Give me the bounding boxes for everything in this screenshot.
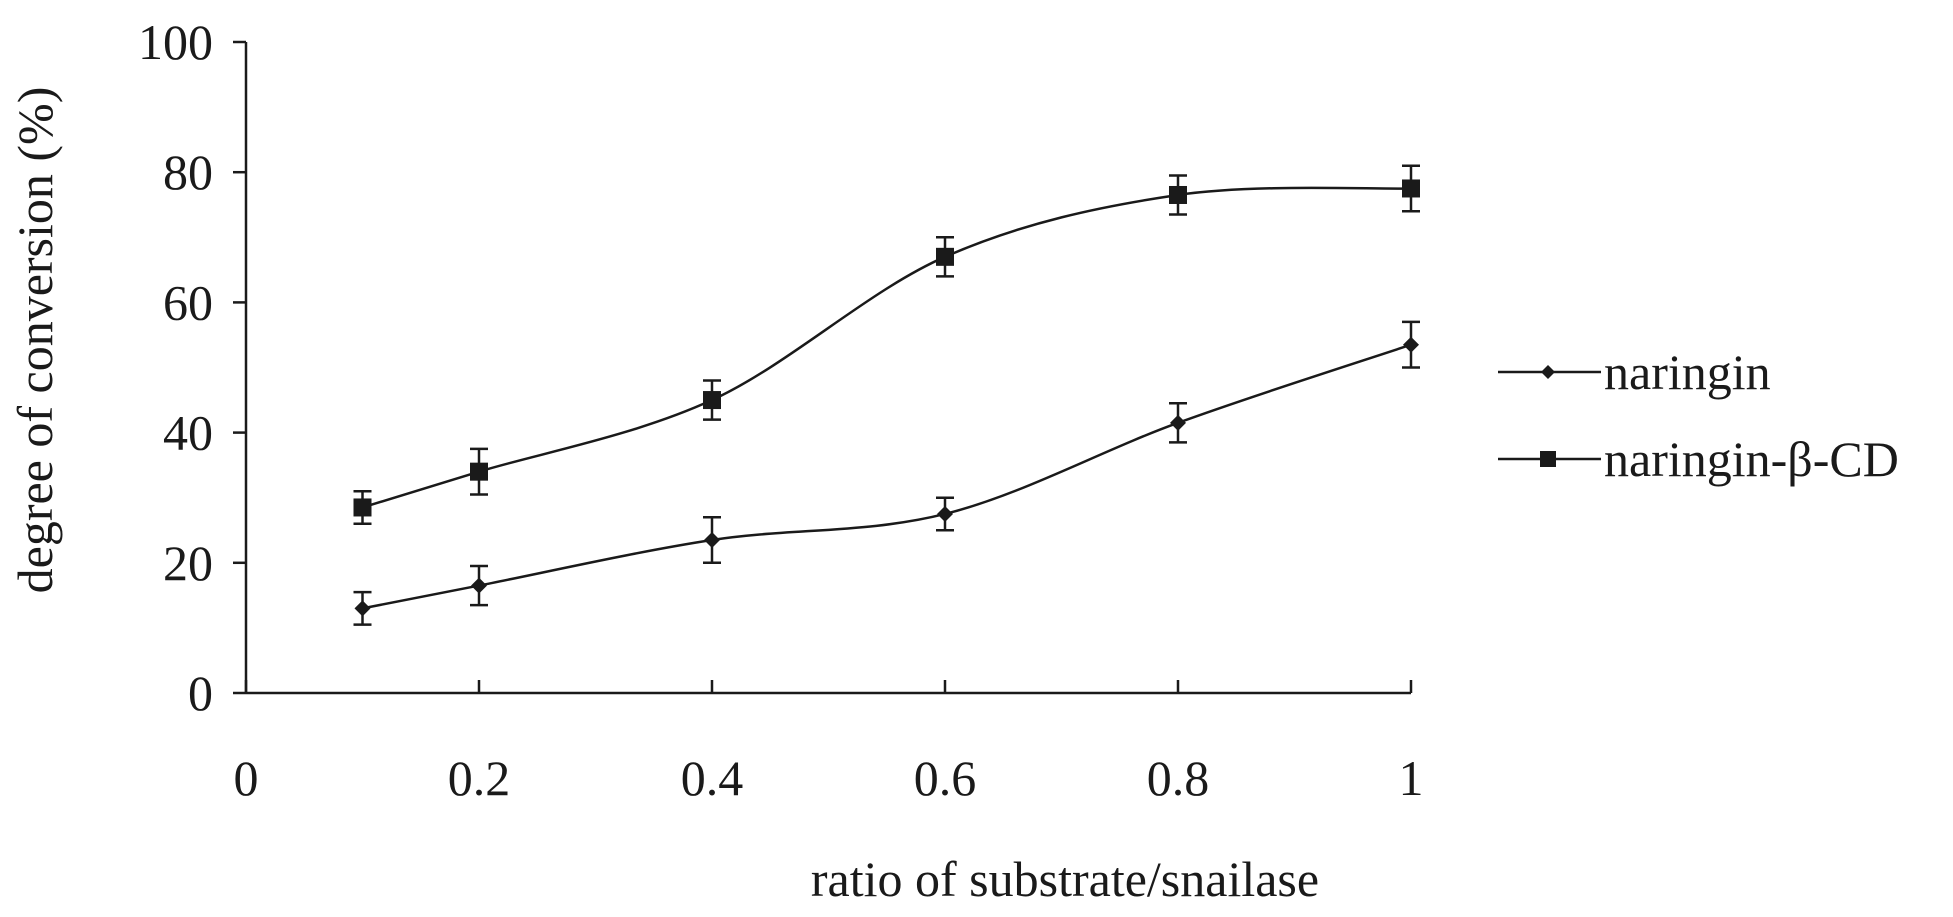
data-point-naringin-4	[1170, 414, 1186, 431]
data-point-naringin-5	[1403, 336, 1419, 353]
legend-item-naringin: naringin	[1498, 344, 1771, 400]
series-naringin	[353, 320, 1420, 626]
data-point-naringin-cd-0	[353, 498, 372, 517]
series-naringin-cd	[353, 164, 1420, 525]
data-point-naringin-cd-3	[936, 247, 954, 266]
y-tick-label-60: 60	[163, 274, 213, 330]
legend-label-naringin-beta-cd: naringin-β-CD	[1604, 431, 1899, 487]
x-ticks: 0 0.2 0.4 0.6 0.8 1	[234, 680, 1424, 806]
y-axis-title: degree of conversion (%)	[7, 87, 63, 594]
x-tick-label-0: 0	[234, 750, 259, 806]
legend-item-naringin-beta-cd: naringin-β-CD	[1498, 431, 1899, 487]
x-tick-label-0.6: 0.6	[914, 750, 977, 806]
legend-marker-naringin	[1541, 365, 1555, 379]
data-point-naringin-cd-2	[703, 391, 721, 410]
y-tick-label-20: 20	[163, 535, 213, 591]
data-point-naringin-3	[937, 505, 953, 522]
data-point-naringin-cd-1	[470, 462, 488, 481]
x-tick-label-0.4: 0.4	[681, 750, 744, 806]
legend: naringin naringin-β-CD	[1498, 344, 1899, 487]
data-point-naringin-0	[354, 600, 371, 617]
x-tick-label-1: 1	[1399, 750, 1424, 806]
data-point-naringin-2	[704, 532, 720, 549]
legend-label-naringin: naringin	[1604, 344, 1771, 400]
x-tick-label-0.2: 0.2	[448, 750, 511, 806]
y-tick-label-80: 80	[163, 144, 213, 200]
data-point-naringin-cd-5	[1402, 179, 1420, 198]
series-layer	[353, 164, 1420, 626]
data-point-naringin-cd-4	[1169, 185, 1187, 204]
y-ticks: 0 20 40 60 80 100	[138, 14, 246, 721]
x-tick-label-0.8: 0.8	[1147, 750, 1210, 806]
y-tick-label-0: 0	[188, 665, 213, 721]
y-tick-label-100: 100	[138, 14, 213, 70]
data-point-naringin-1	[471, 577, 487, 594]
x-axis-title: ratio of substrate/snailase	[811, 851, 1319, 907]
y-tick-label-40: 40	[163, 405, 213, 461]
axes	[244, 42, 1411, 695]
legend-marker-naringin-beta-cd	[1540, 451, 1556, 467]
